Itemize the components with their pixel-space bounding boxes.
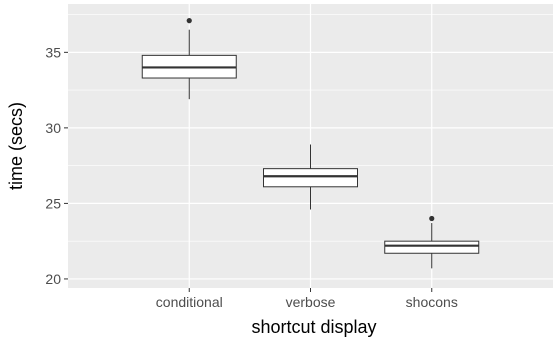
x-axis-title: shortcut display	[251, 317, 376, 337]
y-tick-label: 35	[45, 44, 61, 60]
x-axis-ticks: conditional verbose shocons	[156, 288, 458, 310]
iqr-box	[263, 168, 358, 188]
box-series	[141, 18, 480, 269]
y-axis-ticks: 20 25 30 35	[45, 44, 68, 287]
x-tick-label: conditional	[156, 294, 223, 310]
x-tick-label: verbose	[286, 294, 336, 310]
y-tick-label: 30	[45, 120, 61, 136]
box-conditional	[141, 18, 237, 100]
y-tick-label: 20	[45, 271, 61, 287]
outlier-point	[186, 18, 192, 24]
box-verbose	[263, 144, 358, 210]
x-tick-label: shocons	[406, 294, 458, 310]
iqr-box	[384, 240, 480, 254]
y-tick-label: 25	[45, 195, 61, 211]
y-axis-title: time (secs)	[6, 102, 26, 190]
box-shocons	[384, 215, 480, 269]
outlier-point	[429, 215, 435, 222]
